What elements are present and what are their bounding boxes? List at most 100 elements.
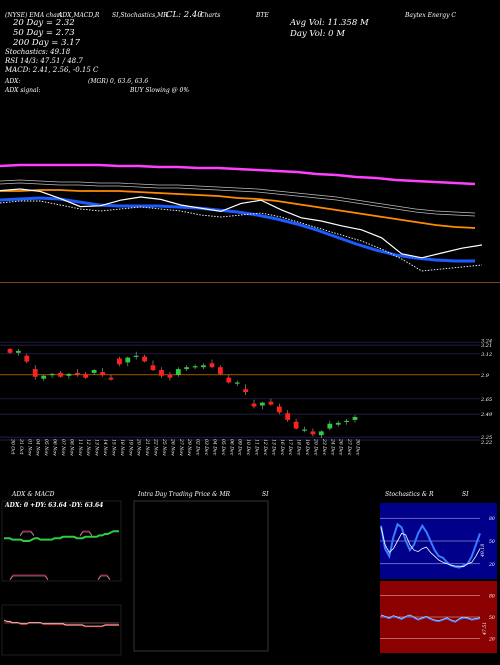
- candle-body: [117, 358, 122, 365]
- date-label: 20 Dec: [312, 438, 318, 456]
- header-top-2: ADX,MACD,R: [58, 12, 100, 19]
- date-label: 02 Dec: [195, 439, 201, 456]
- candle-body: [32, 369, 38, 377]
- price-tick-label: 2.9: [480, 373, 490, 379]
- candle-body: [175, 369, 181, 375]
- candle-body: [293, 421, 299, 429]
- price-close-line: [0, 188, 483, 259]
- price-tick-label: 2.65: [480, 397, 492, 403]
- date-label: 13 Nov: [94, 439, 100, 456]
- candle-body: [276, 406, 282, 413]
- date-label: 04 Nov: [35, 439, 41, 456]
- date-label: 26 Dec: [338, 438, 344, 456]
- date-label: 09 Dec: [237, 439, 243, 456]
- candle-body: [310, 431, 316, 435]
- ema50-label: 50 Day = 2.73: [13, 28, 75, 38]
- header-top-5: Charts: [200, 12, 221, 19]
- date-label: 01 Nov: [26, 439, 32, 456]
- price-tick-label: 3.12: [481, 352, 492, 358]
- date-label: 30 Oct: [10, 439, 16, 455]
- candle-body: [234, 382, 240, 384]
- date-label: 18 Dec: [296, 439, 302, 456]
- buy-signal: BUY Slowing @ 0%: [130, 87, 190, 94]
- candle-body: [100, 372, 105, 375]
- dy-line-red: [9, 574, 49, 580]
- date-label: 22 Nov: [153, 438, 159, 456]
- stoch-d-line: [380, 527, 481, 568]
- candle-body: [192, 366, 198, 368]
- date-label: 20 Nov: [136, 438, 142, 456]
- intraday-box: [133, 500, 269, 652]
- adx-box: [1, 500, 122, 582]
- rsi-tick-label: 20: [488, 637, 495, 643]
- date-label: 30 Dec: [355, 439, 361, 456]
- dy-line-red: [19, 530, 35, 536]
- candle-body: [268, 401, 274, 405]
- candle-body: [49, 373, 55, 376]
- date-label: 19 Dec: [304, 439, 310, 456]
- dy-line-white: [19, 531, 35, 537]
- candle-body: [150, 365, 156, 371]
- ema-line-50-day: [0, 189, 476, 229]
- date-label: 18 Nov: [119, 439, 125, 456]
- date-label: 05 Dec: [220, 439, 226, 456]
- candle-body: [7, 349, 13, 353]
- date-label: 23 Dec: [321, 438, 327, 456]
- candle-body: [327, 423, 333, 429]
- stochastics-label: Stochastics: 49.18: [5, 48, 71, 56]
- candle-body: [24, 355, 30, 362]
- date-label: 08 Nov: [68, 439, 74, 456]
- candle-body: [83, 373, 89, 378]
- intraday-panel-title: Intra Day Trading Price & MR: [138, 491, 231, 498]
- date-label: 17 Dec: [287, 439, 293, 456]
- ema-divider: [0, 282, 500, 283]
- ema-dotted-line: [0, 200, 483, 272]
- stoch-tick-label: 80: [489, 516, 495, 522]
- candle-body: [260, 402, 265, 406]
- dy-line-white: [79, 531, 93, 537]
- date-label: 24 Dec: [329, 438, 335, 456]
- candle-body: [285, 413, 291, 420]
- candle-body: [133, 355, 139, 357]
- candle-body: [74, 372, 80, 375]
- candle-body: [142, 356, 147, 362]
- date-label: 10 Dec: [245, 439, 251, 456]
- price-tick-label: 2.22: [480, 440, 492, 446]
- adx-panel-title: ADX & MACD: [12, 491, 55, 498]
- header-top-3: SI,Stochastics,MR: [112, 12, 168, 19]
- dy-line-white: [97, 575, 111, 581]
- candle-body: [335, 422, 341, 425]
- avg-vol-label: Avg Vol: 11.358 M: [290, 18, 369, 28]
- date-label: 07 Nov: [60, 439, 66, 456]
- candle-body: [209, 363, 215, 368]
- rsi-tick-label: 50: [489, 615, 495, 621]
- ema-guide-line-a: [0, 179, 476, 214]
- date-label: 11 Dec: [254, 439, 260, 456]
- date-label: 05 Nov: [43, 439, 49, 456]
- date-label: 27 Nov: [178, 438, 184, 456]
- date-label: 26 Nov: [169, 438, 175, 456]
- candle-body: [41, 375, 47, 379]
- rsi-signal-line: [380, 614, 481, 622]
- date-label: 06 Dec: [228, 439, 234, 456]
- rsi-tick-label: 80: [489, 593, 495, 599]
- candle-body: [344, 420, 349, 422]
- date-label: 29 Nov: [186, 438, 192, 456]
- ticker: BTE: [256, 12, 269, 19]
- candle-body: [201, 365, 206, 368]
- candle-body: [159, 370, 164, 376]
- candle-body: [318, 431, 324, 436]
- date-label: 13 Dec: [270, 439, 276, 456]
- date-label: 06 Nov: [52, 439, 58, 456]
- date-label: 14 Nov: [102, 439, 108, 456]
- candle-body: [167, 374, 173, 378]
- rsi-value-label: 47.51: [482, 622, 488, 636]
- macd-box: [1, 604, 122, 656]
- date-label: 21 Nov: [144, 438, 150, 456]
- candle-body: [243, 389, 248, 393]
- date-label: 15 Nov: [111, 439, 117, 456]
- date-label: 11 Nov: [77, 439, 83, 456]
- stoch-panel-suffix: SI: [462, 491, 469, 498]
- date-label: 04 Dec: [212, 439, 218, 456]
